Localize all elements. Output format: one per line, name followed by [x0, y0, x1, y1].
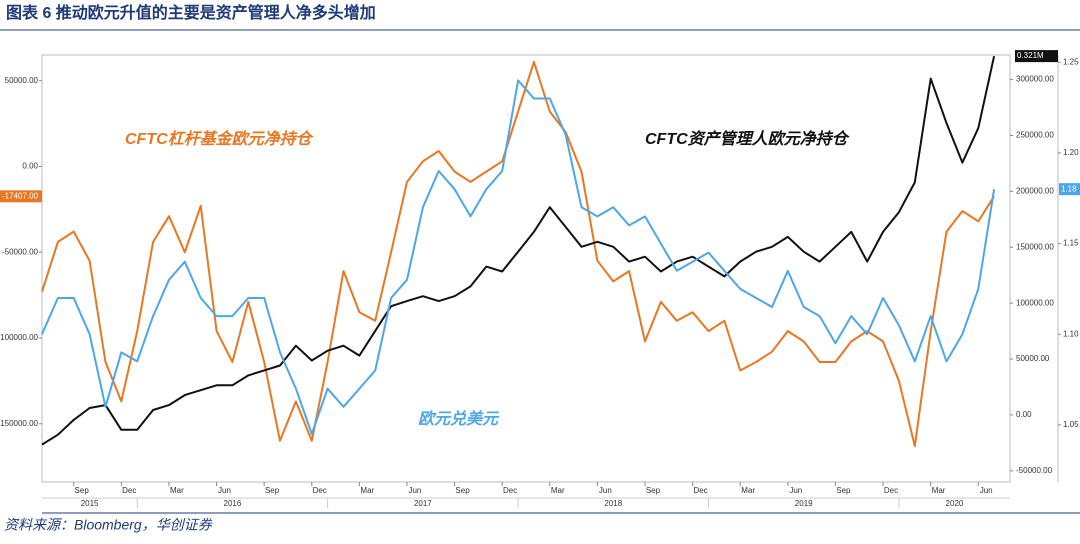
y-tick-label: 0.00	[22, 162, 38, 171]
plot-frame	[41, 54, 1011, 483]
y2-tick-label: 50000.00	[1016, 354, 1050, 363]
y2-tick-label: 100000.00	[1016, 298, 1054, 307]
x-tick-label: Jun	[408, 486, 421, 495]
x-tick-label: Sep	[646, 486, 661, 495]
x-tick-label: Dec	[693, 486, 707, 495]
y-tick-label: 50000.00	[5, 76, 39, 85]
y3-tick-label: 1.10	[1063, 329, 1079, 338]
x-tick-label: Dec	[503, 486, 517, 495]
y-tick-label: -100000.00	[0, 333, 39, 342]
x-tick-label: Dec	[122, 486, 136, 495]
last-value-label: 0.321M	[1017, 51, 1044, 60]
x-tick-label: Sep	[455, 486, 470, 495]
x-tick-label: Sep	[75, 486, 90, 495]
y3-tick-label: 1.05	[1063, 420, 1079, 429]
chart-title: 图表 6 推动欧元升值的主要是资产管理人净多头增加	[6, 3, 376, 22]
x-tick-label: Jun	[789, 486, 802, 495]
source: 资料来源：Bloomberg，华创证券	[4, 517, 213, 533]
x-tick-label: Mar	[551, 486, 565, 495]
x-tick-label: Mar	[360, 486, 374, 495]
y2-tick-label: 150000.00	[1016, 242, 1054, 251]
last-value-box	[1015, 50, 1058, 63]
series-line	[41, 60, 995, 447]
x-tick-label: Mar	[741, 486, 755, 495]
y3-tick-label: 1.20	[1063, 148, 1079, 157]
y2-tick-label: 250000.00	[1016, 131, 1054, 140]
year-label: 2017	[414, 499, 432, 508]
year-label: 2016	[224, 499, 242, 508]
series-line	[41, 55, 996, 446]
y-tick-label: -50000.00	[2, 247, 39, 256]
x-tick-label: Jun	[218, 486, 231, 495]
last-value-label: 1.18	[1061, 184, 1077, 193]
series-label: 欧元兑美元	[418, 410, 500, 428]
year-label: 2018	[604, 499, 622, 508]
year-label: 2015	[81, 499, 99, 508]
last-value-box	[1059, 183, 1080, 196]
year-label: 2019	[795, 499, 813, 508]
y2-tick-label: 300000.00	[1016, 75, 1054, 84]
x-tick-label: Sep	[265, 486, 280, 495]
y-tick-label: -150000.00	[0, 419, 39, 428]
last-value-label: -17407.00	[2, 191, 39, 200]
y3-tick-label: 1.25	[1063, 57, 1079, 66]
x-tick-label: Jun	[980, 486, 993, 495]
series-line	[41, 79, 996, 435]
x-tick-label: Dec	[884, 486, 898, 495]
series-label: CFTC资产管理人欧元净持仓	[645, 130, 851, 148]
y3-tick-label: 1.15	[1063, 239, 1079, 248]
series-label: CFTC杠杆基金欧元净持仓	[125, 130, 315, 148]
y2-tick-label: -50000.00	[1016, 466, 1053, 475]
y2-tick-label: 200000.00	[1016, 186, 1054, 195]
last-value-box	[0, 190, 42, 203]
y2-tick-label: 0.00	[1016, 410, 1032, 419]
year-label: 2020	[946, 499, 964, 508]
x-tick-label: Mar	[170, 486, 184, 495]
x-tick-label: Jun	[599, 486, 612, 495]
x-tick-label: Dec	[313, 486, 327, 495]
x-tick-label: Sep	[836, 486, 851, 495]
x-tick-label: Mar	[932, 486, 946, 495]
